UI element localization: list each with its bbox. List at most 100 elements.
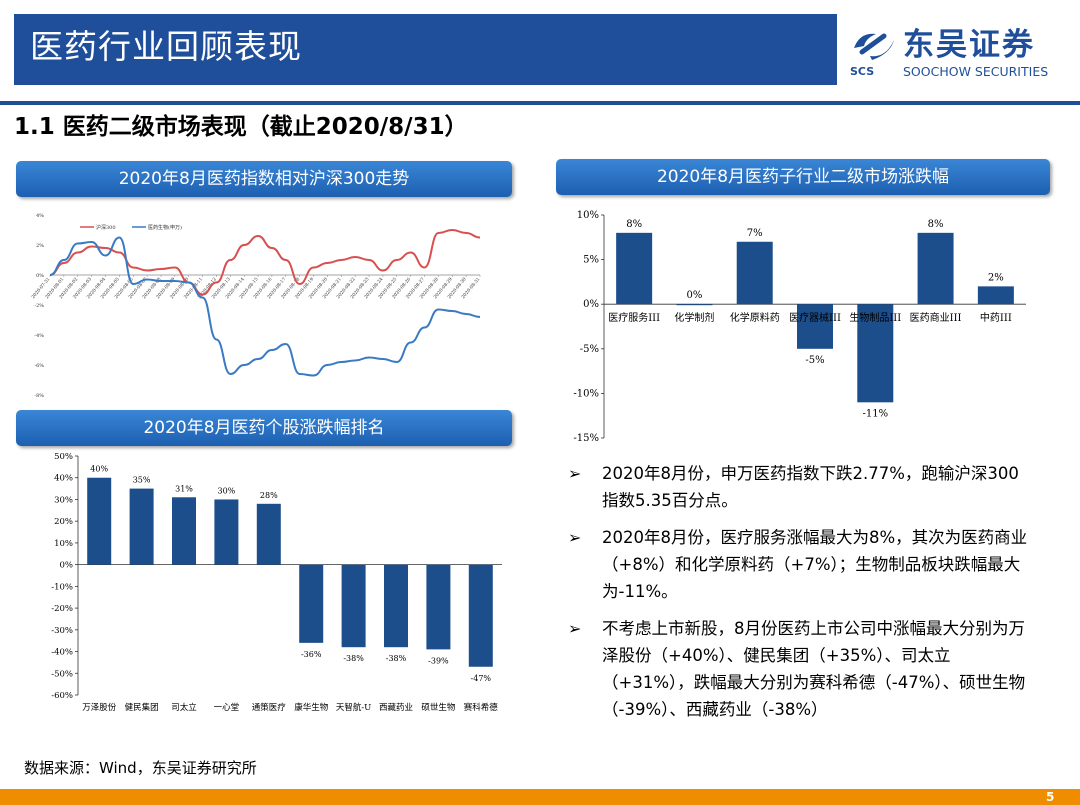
data-label: 8%	[928, 219, 944, 230]
bullet-text: 不考虑上市新股，8月份医药上市公司中涨幅最大分别为万泽股份（+40%）、健民集团…	[602, 619, 1026, 719]
bar	[87, 477, 112, 565]
data-source: 数据来源：Wind，东吴证券研究所	[24, 759, 257, 777]
header-divider	[0, 101, 1080, 105]
bar	[797, 304, 833, 349]
legend-label: 沪深300	[96, 224, 116, 231]
bullet-item: ➢ 2020年8月份，医疗服务涨幅最大为8%，其次为医药商业（+8%）和化学原料…	[568, 524, 1028, 605]
y-tick-label: -40%	[51, 648, 73, 658]
y-tick-label: 10%	[54, 539, 73, 549]
data-label: -38%	[343, 654, 364, 663]
bullet-text: 2020年8月份，医疗服务涨幅最大为8%，其次为医药商业（+8%）和化学原料药（…	[602, 528, 1028, 601]
category-label: 康华生物	[294, 702, 329, 713]
y-tick-label: -8%	[34, 393, 44, 399]
footer-bar	[0, 789, 1080, 805]
category-label: 医疗服务III	[608, 311, 660, 324]
category-label: 司太立	[171, 702, 197, 713]
y-tick-label: 50%	[54, 452, 73, 462]
y-tick-label: -20%	[51, 604, 73, 614]
header-bar	[14, 14, 837, 85]
page-number: 5	[1046, 790, 1055, 804]
y-tick-label: -10%	[51, 582, 73, 592]
bar	[172, 497, 196, 565]
bar	[616, 232, 653, 305]
line-chart: 4%2%0%-2%-4%-6%-8%2020-07-312020-08-0120…	[30, 213, 481, 399]
category-label: 医药商业III	[910, 311, 962, 324]
bar	[214, 499, 239, 565]
category-label: 中药III	[980, 311, 1012, 324]
data-label: -5%	[805, 355, 824, 366]
arrow-bullet-icon: ➢	[568, 528, 582, 547]
bar	[129, 488, 154, 565]
y-tick-label: 0%	[583, 299, 599, 310]
data-label: -38%	[386, 654, 407, 663]
bar	[977, 286, 1014, 305]
y-tick-label: 0%	[36, 273, 44, 279]
bar	[256, 503, 281, 565]
y-tick-label: -5%	[580, 344, 599, 355]
y-tick-label: 40%	[54, 474, 73, 484]
series-line-hs300	[49, 228, 481, 296]
y-tick-label: -30%	[51, 626, 73, 636]
y-tick-label: 0%	[60, 561, 74, 571]
data-label: -39%	[428, 656, 449, 665]
category-label: 医疗器械III	[789, 311, 841, 324]
y-tick-label: 4%	[36, 213, 44, 219]
bar	[426, 564, 451, 650]
subindustry-bar-chart: 10% 5% 0% -5% -10% -15% 8% 医疗服务III 0% 化学制剂 7% 化学原料药…	[573, 210, 1026, 444]
data-label: 2%	[988, 272, 1004, 283]
bar	[299, 564, 324, 643]
category-label: 一心堂	[214, 702, 240, 713]
bar	[676, 304, 713, 306]
y-tick-label: -15%	[573, 433, 599, 444]
data-label: 28%	[260, 491, 278, 500]
y-tick-label: 30%	[54, 495, 73, 505]
arrow-bullet-icon: ➢	[568, 619, 582, 638]
category-label: 化学原料药	[730, 311, 780, 324]
data-label: -11%	[862, 408, 888, 419]
category-label: 西藏药业	[379, 702, 413, 713]
category-label: 通策医疗	[252, 702, 287, 713]
category-label: 硕世生物	[421, 702, 456, 713]
data-label: 7%	[747, 228, 763, 239]
bullet-item: ➢ 2020年8月份，申万医药指数下跌2.77%，跑输沪深300指数5.35百分…	[568, 460, 1028, 514]
y-tick-label: -4%	[34, 333, 44, 339]
bullet-item: ➢ 不考虑上市新股，8月份医药上市公司中涨幅最大分别为万泽股份（+40%）、健民…	[568, 615, 1028, 723]
y-tick-label: 10%	[577, 210, 599, 221]
y-tick-label: -60%	[51, 691, 73, 701]
y-tick-label: -2%	[34, 303, 44, 309]
subindustry-chart-title: 2020年8月医药子行业二级市场涨跌幅	[556, 159, 1050, 195]
bar	[857, 304, 894, 403]
y-tick-label: 2%	[36, 243, 44, 249]
y-tick-label: -50%	[51, 669, 73, 679]
legend-label: 医药生物(申万)	[148, 224, 182, 231]
section-title: 1.1 医药二级市场表现（截止2020/8/31）	[14, 114, 468, 140]
bar	[341, 564, 366, 648]
logo-english: SOOCHOW SECURITIES	[903, 64, 1049, 79]
arrow-bullet-icon: ➢	[568, 464, 582, 483]
category-label: 赛科希德	[464, 702, 499, 713]
logo-abbr: SCS	[850, 65, 875, 78]
data-label: 0%	[686, 290, 702, 301]
data-label: 30%	[218, 486, 236, 495]
y-tick-label: 5%	[583, 255, 599, 266]
y-tick-label: 20%	[54, 517, 73, 527]
bar	[736, 241, 773, 305]
category-label: 健民集团	[125, 702, 159, 713]
category-label: 万泽股份	[82, 702, 117, 713]
data-label: 40%	[90, 465, 108, 474]
bar	[468, 564, 493, 667]
data-label: -47%	[471, 674, 492, 683]
logo-text: 东吴证券	[903, 27, 1035, 63]
y-tick-label: -6%	[34, 363, 44, 369]
category-label: 天智航-U	[336, 702, 372, 713]
bar	[917, 232, 954, 305]
data-label: 35%	[133, 476, 151, 485]
category-label: 化学制剂	[674, 311, 714, 324]
stock-bar-chart: 50% 40% 30% 20% 10% 0% -10% -20% -30% -40% -50% -60…	[51, 452, 502, 713]
bullet-list: ➢ 2020年8月份，申万医药指数下跌2.77%，跑输沪深300指数5.35百分…	[568, 460, 1028, 733]
bar	[384, 564, 408, 648]
data-label: 8%	[626, 219, 642, 230]
page-title: 医药行业回顾表现	[30, 27, 302, 66]
bullet-text: 2020年8月份，申万医药指数下跌2.77%，跑输沪深300指数5.35百分点。	[602, 464, 1019, 510]
series-line-pharma	[49, 236, 481, 377]
